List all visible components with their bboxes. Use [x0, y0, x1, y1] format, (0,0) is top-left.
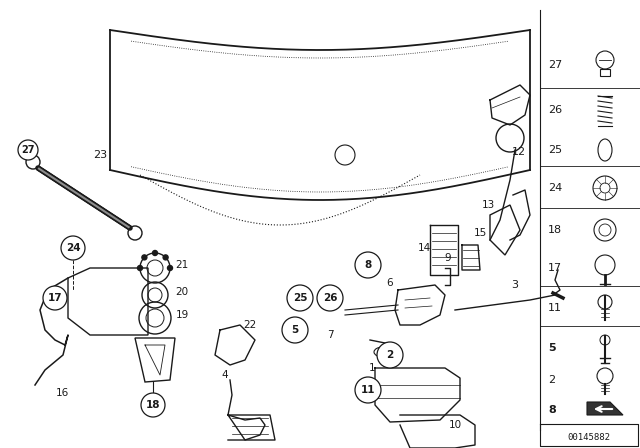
Circle shape [141, 393, 165, 417]
Circle shape [138, 266, 143, 271]
Text: 24: 24 [66, 243, 80, 253]
Text: 18: 18 [146, 400, 160, 410]
Circle shape [163, 255, 168, 260]
Text: 5: 5 [548, 343, 556, 353]
Text: 11: 11 [548, 303, 562, 313]
Text: 15: 15 [474, 228, 486, 238]
Circle shape [377, 342, 403, 368]
Text: 10: 10 [449, 420, 461, 430]
Text: 8: 8 [364, 260, 372, 270]
Circle shape [18, 140, 38, 160]
Circle shape [152, 250, 157, 255]
Circle shape [61, 236, 85, 260]
Bar [600, 69, 610, 76]
Text: 12: 12 [512, 147, 526, 157]
Text: 13: 13 [481, 200, 495, 210]
Circle shape [43, 286, 67, 310]
Text: 7: 7 [326, 330, 333, 340]
Text: 17: 17 [548, 263, 562, 273]
Text: 00145882: 00145882 [568, 434, 611, 443]
Text: 14: 14 [417, 243, 431, 253]
Text: 17: 17 [48, 293, 62, 303]
Text: 8: 8 [548, 405, 556, 415]
Polygon shape [135, 338, 175, 382]
Text: 5: 5 [291, 325, 299, 335]
Text: 16: 16 [56, 388, 68, 398]
Polygon shape [587, 402, 623, 415]
Circle shape [355, 377, 381, 403]
Text: 26: 26 [548, 105, 562, 115]
Text: 2: 2 [387, 350, 394, 360]
Text: 27: 27 [548, 60, 563, 70]
Text: 9: 9 [445, 253, 451, 263]
Text: 21: 21 [175, 260, 189, 270]
Circle shape [282, 317, 308, 343]
Text: 1: 1 [369, 363, 375, 373]
Text: 25: 25 [292, 293, 307, 303]
Text: 4: 4 [221, 370, 228, 380]
Text: 19: 19 [175, 310, 189, 320]
Text: 26: 26 [323, 293, 337, 303]
Text: 23: 23 [93, 150, 107, 160]
Circle shape [355, 252, 381, 278]
Text: 6: 6 [387, 278, 394, 288]
Text: 27: 27 [21, 145, 35, 155]
Text: 2: 2 [548, 375, 555, 385]
Circle shape [168, 266, 173, 271]
Circle shape [317, 285, 343, 311]
Text: 18: 18 [548, 225, 562, 235]
Text: 3: 3 [511, 280, 518, 290]
Text: 11: 11 [361, 385, 375, 395]
Circle shape [287, 285, 313, 311]
Text: 20: 20 [175, 287, 189, 297]
Circle shape [142, 255, 147, 260]
Text: 24: 24 [548, 183, 563, 193]
Polygon shape [490, 205, 520, 255]
Text: 22: 22 [243, 320, 257, 330]
Text: 25: 25 [548, 145, 562, 155]
